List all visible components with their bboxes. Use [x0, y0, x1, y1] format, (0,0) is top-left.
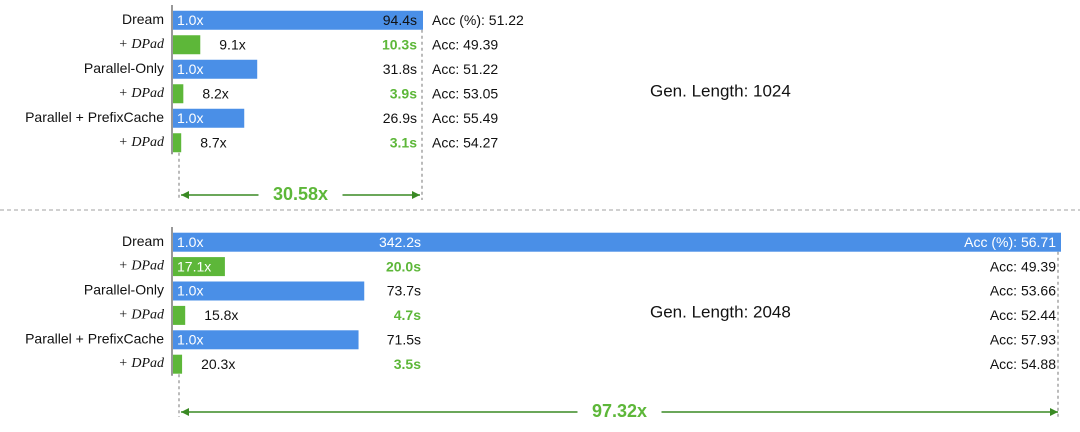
arrowhead-left — [181, 408, 189, 416]
accuracy-label: Acc: 53.05 — [432, 85, 498, 101]
row-label-prefix: + — [118, 308, 131, 323]
accuracy-label: Acc: 49.39 — [432, 36, 498, 52]
row-label-method: DPad — [130, 356, 165, 371]
speedup-label: 1.0x — [177, 332, 203, 348]
gen-length-annotation: Gen. Length: 2048 — [650, 302, 791, 321]
bar — [173, 281, 365, 301]
speedup-label: 8.7x — [200, 134, 226, 150]
accuracy-label: Acc: 54.88 — [990, 356, 1056, 372]
row-label: Parallel-Only — [84, 282, 164, 298]
time-label: 94.4s — [383, 12, 417, 28]
speedup-label: 15.8x — [204, 307, 238, 323]
time-label: 73.7s — [387, 283, 421, 299]
bar — [173, 133, 182, 153]
row-label: Parallel + PrefixCache — [25, 331, 164, 347]
time-label: 10.3s — [382, 36, 417, 52]
bar — [173, 10, 423, 30]
speedup-label: 20.3x — [201, 356, 235, 372]
arrowhead-left — [181, 191, 189, 199]
speedup-label: 1.0x — [177, 61, 203, 77]
time-label: 342.2s — [379, 234, 421, 250]
bar — [173, 84, 184, 104]
row-label: Parallel-Only — [84, 60, 164, 76]
row-label-prefix: + — [118, 37, 131, 52]
row-label: + DPad — [118, 37, 165, 52]
speedup-label: 8.2x — [202, 85, 228, 101]
accuracy-label: Acc: 57.93 — [990, 332, 1056, 348]
accuracy-label: Acc: 52.44 — [990, 307, 1056, 323]
accuracy-label: Acc: 49.39 — [990, 258, 1056, 274]
arrowhead-right — [1050, 408, 1058, 416]
time-label: 71.5s — [387, 332, 421, 348]
time-label: 26.9s — [383, 110, 417, 126]
bar — [173, 59, 258, 79]
time-label: 31.8s — [383, 61, 417, 77]
row-label: Dream — [122, 11, 164, 27]
row-label: + DPad — [118, 86, 165, 101]
speedup-label: 17.1x — [177, 258, 211, 274]
bar — [173, 330, 359, 350]
row-label: Dream — [122, 233, 164, 249]
row-label-prefix: + — [118, 135, 131, 150]
row-label-method: DPad — [130, 37, 165, 52]
bar — [173, 305, 186, 325]
speedup-label: 9.1x — [219, 36, 245, 52]
accuracy-label: Acc (%): 51.22 — [432, 12, 524, 28]
arrowhead-right — [412, 191, 420, 199]
row-label-prefix: + — [118, 86, 131, 101]
overall-speedup-label: 97.32x — [592, 401, 647, 421]
accuracy-label: Acc: 51.22 — [432, 61, 498, 77]
bar — [173, 108, 245, 128]
speedup-label: 1.0x — [177, 283, 203, 299]
accuracy-label: Acc (%): 56.71 — [964, 234, 1056, 250]
bar — [173, 257, 225, 277]
speedup-label: 1.0x — [177, 12, 203, 28]
row-label: + DPad — [118, 135, 165, 150]
time-label: 3.5s — [394, 356, 421, 372]
time-label: 3.1s — [390, 134, 417, 150]
overall-speedup-label: 30.58x — [273, 184, 328, 204]
row-label-prefix: + — [118, 356, 131, 371]
time-label: 3.9s — [390, 85, 417, 101]
row-label-method: DPad — [130, 135, 165, 150]
time-label: 20.0s — [386, 258, 421, 274]
row-label-method: DPad — [130, 259, 165, 274]
accuracy-label: Acc: 54.27 — [432, 134, 498, 150]
time-label: 4.7s — [394, 307, 421, 323]
speedup-label: 1.0x — [177, 110, 203, 126]
row-label-prefix: + — [118, 259, 131, 274]
gen-length-annotation: Gen. Length: 1024 — [650, 81, 791, 100]
row-label: + DPad — [118, 259, 165, 274]
row-label: + DPad — [118, 356, 165, 371]
row-label-method: DPad — [130, 308, 165, 323]
row-label: + DPad — [118, 308, 165, 323]
bar — [173, 354, 183, 374]
speedup-label: 1.0x — [177, 234, 203, 250]
accuracy-label: Acc: 53.66 — [990, 283, 1056, 299]
bar — [173, 232, 1061, 252]
bar — [173, 35, 201, 55]
row-label-method: DPad — [130, 86, 165, 101]
row-label: Parallel + PrefixCache — [25, 109, 164, 125]
accuracy-label: Acc: 55.49 — [432, 110, 498, 126]
